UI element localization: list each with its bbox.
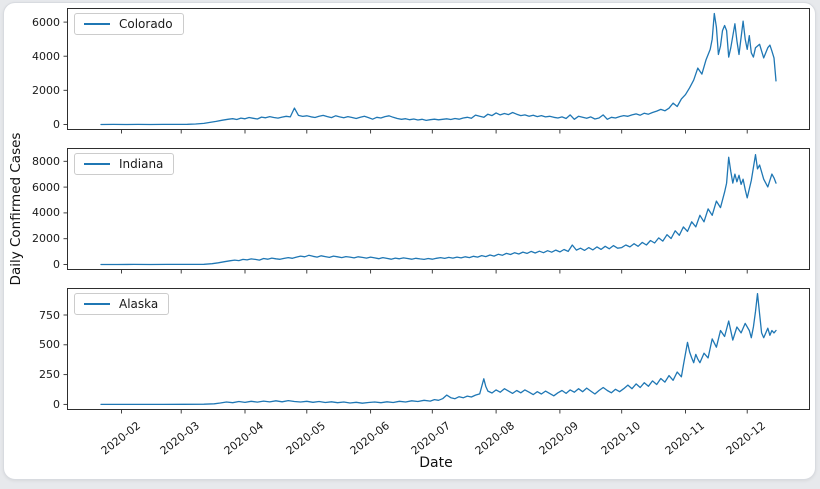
legend-colorado: Colorado [74, 13, 184, 35]
y-tick-label: 0 [53, 397, 60, 411]
x-axis-ticks: 2020-02 2020-03 2020-04 2020-05 2020-06 2020-… [0, 410, 820, 460]
x-tick-label: 2020-03 [157, 419, 203, 458]
legend-line-swatch [84, 163, 110, 165]
legend-line-swatch [84, 303, 110, 305]
line-plot-colorado [63, 8, 810, 134]
y-tick-label: 750 [39, 308, 60, 322]
line-plot-indiana [63, 148, 810, 274]
subplot-colorado: 0 2000 4000 6000 Colorado [0, 8, 820, 134]
y-tick-label: 8000 [32, 154, 60, 168]
subplot-alaska: 0 250 500 750 Alaska [0, 288, 820, 414]
x-tick-label: 2020-05 [283, 419, 328, 458]
subplot-indiana: 0 2000 4000 6000 8000 Indiana [0, 148, 820, 274]
y-axis-ticks-indiana: 0 2000 4000 6000 8000 [0, 148, 60, 271]
x-tick-label: 2020-04 [221, 419, 267, 458]
y-tick-label: 6000 [32, 15, 60, 29]
legend-alaska: Alaska [74, 293, 170, 315]
legend-label: Alaska [119, 297, 159, 311]
legend-indiana: Indiana [74, 153, 175, 175]
x-tick-label: 2020-02 [98, 419, 143, 458]
legend-label: Indiana [119, 157, 164, 171]
x-tick-label: 2020-07 [409, 419, 454, 458]
y-tick-label: 6000 [32, 180, 60, 194]
y-tick-label: 2000 [32, 83, 60, 97]
y-axis-ticks-colorado: 0 2000 4000 6000 [0, 8, 60, 131]
x-tick-label: 2020-11 [662, 419, 707, 458]
chart-card [3, 2, 816, 480]
legend-label: Colorado [119, 17, 173, 31]
y-tick-label: 4000 [32, 206, 60, 220]
y-tick-label: 2000 [32, 232, 60, 246]
y-tick-label: 0 [53, 117, 60, 131]
legend-line-swatch [84, 23, 110, 25]
y-tick-label: 0 [53, 257, 60, 271]
x-tick-label: 2020-06 [347, 419, 392, 458]
y-axis-ticks-alaska: 0 250 500 750 [0, 288, 60, 411]
y-tick-label: 4000 [32, 49, 60, 63]
x-tick-label: 2020-10 [598, 419, 643, 458]
x-tick-label: 2020-09 [536, 419, 581, 458]
x-axis-label: Date [419, 455, 453, 471]
line-plot-alaska [63, 288, 810, 414]
y-tick-label: 500 [39, 338, 60, 352]
x-tick-label: 2020-12 [723, 419, 769, 458]
x-tick-label: 2020-08 [472, 419, 518, 458]
y-tick-label: 250 [39, 368, 60, 382]
